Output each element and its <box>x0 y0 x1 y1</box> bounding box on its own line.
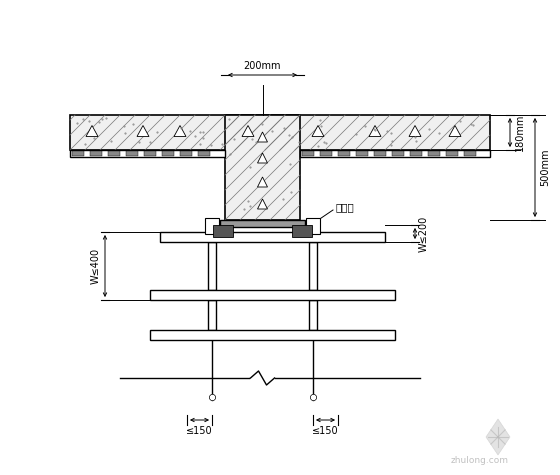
Bar <box>292 225 312 237</box>
Polygon shape <box>86 125 98 136</box>
Bar <box>213 225 233 237</box>
Polygon shape <box>137 125 149 136</box>
Polygon shape <box>486 419 510 455</box>
Bar <box>220 220 305 227</box>
Bar <box>150 330 395 340</box>
Bar <box>70 150 225 157</box>
Text: 500mm: 500mm <box>540 149 550 186</box>
Bar <box>70 115 490 150</box>
Polygon shape <box>258 199 268 209</box>
Text: ≤150: ≤150 <box>186 426 213 436</box>
Polygon shape <box>258 177 268 187</box>
Bar <box>302 151 314 156</box>
Bar <box>428 151 440 156</box>
Bar <box>309 300 317 330</box>
Bar <box>464 151 476 156</box>
Text: W≤400: W≤400 <box>91 248 101 284</box>
Bar <box>309 242 317 290</box>
Bar <box>356 151 368 156</box>
Bar <box>72 151 84 156</box>
Polygon shape <box>174 125 186 136</box>
Bar <box>205 218 219 234</box>
Bar <box>108 151 120 156</box>
Polygon shape <box>369 125 381 136</box>
Text: ≤150: ≤150 <box>312 426 339 436</box>
Bar <box>225 115 300 220</box>
Bar <box>208 300 216 330</box>
Text: zhulong.com: zhulong.com <box>451 456 509 465</box>
Bar <box>320 151 332 156</box>
Text: 步步紧: 步步紧 <box>335 202 354 212</box>
Polygon shape <box>258 132 268 142</box>
Bar <box>208 242 216 290</box>
Bar <box>160 232 385 242</box>
Bar <box>300 150 490 157</box>
Bar <box>392 151 404 156</box>
Bar <box>374 151 386 156</box>
Bar <box>144 151 156 156</box>
Text: W≤200: W≤200 <box>419 215 429 252</box>
Polygon shape <box>242 125 254 136</box>
Bar <box>180 151 192 156</box>
Bar <box>198 151 210 156</box>
Polygon shape <box>409 125 421 136</box>
Bar <box>338 151 350 156</box>
Bar <box>162 151 174 156</box>
Polygon shape <box>312 125 324 136</box>
Polygon shape <box>258 153 268 163</box>
Bar <box>410 151 422 156</box>
Bar <box>446 151 458 156</box>
Bar <box>306 218 320 234</box>
Bar <box>150 290 395 300</box>
Bar <box>90 151 102 156</box>
Bar <box>126 151 138 156</box>
Text: 200mm: 200mm <box>244 61 281 71</box>
Text: 180mm: 180mm <box>515 114 525 151</box>
Polygon shape <box>449 125 461 136</box>
